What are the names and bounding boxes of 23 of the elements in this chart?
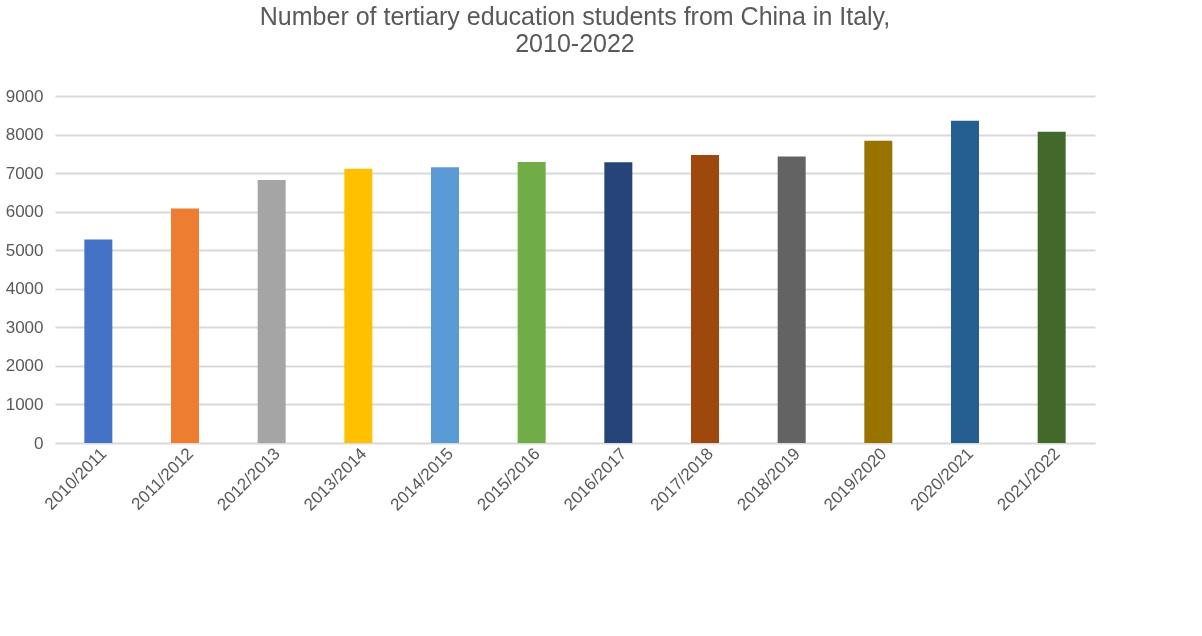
bar bbox=[604, 162, 633, 443]
y-tick-label: 5000 bbox=[5, 240, 44, 260]
bar bbox=[171, 208, 199, 443]
y-tick-label: 6000 bbox=[5, 202, 44, 222]
bar bbox=[777, 156, 806, 443]
y-tick-label: 9000 bbox=[5, 86, 44, 106]
bar bbox=[517, 161, 546, 443]
bar bbox=[257, 180, 286, 443]
y-tick-label: 1000 bbox=[5, 394, 44, 414]
y-tick-label: 0 bbox=[34, 433, 44, 453]
y-tick-label: 7000 bbox=[5, 163, 44, 183]
y-tick-label: 8000 bbox=[5, 125, 44, 145]
bar bbox=[431, 167, 459, 443]
bar bbox=[84, 239, 113, 443]
bar bbox=[1037, 131, 1066, 443]
y-tick-label: 2000 bbox=[5, 356, 44, 376]
bar bbox=[864, 140, 893, 443]
bar bbox=[344, 168, 373, 443]
y-tick-label: 4000 bbox=[5, 279, 44, 299]
bar bbox=[691, 154, 719, 443]
y-tick-label: 3000 bbox=[5, 317, 44, 337]
bar bbox=[951, 120, 979, 443]
chart-title: Number of tertiary education students from China in Italy, 2010-2022 bbox=[259, 2, 891, 57]
